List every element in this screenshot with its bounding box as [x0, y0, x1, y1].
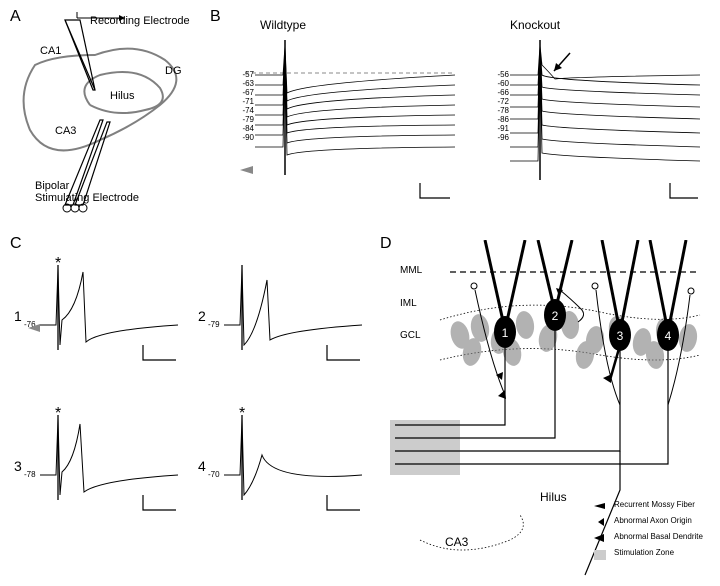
c4-trace — [212, 410, 372, 520]
iml-label: IML — [400, 298, 417, 309]
c2-number: 2 — [198, 308, 206, 324]
knockout-label: Knockout — [510, 18, 560, 32]
ca3-label-a: CA3 — [55, 125, 76, 137]
svg-text:4: 4 — [665, 329, 672, 343]
panel-d-diagram: 1 2 3 4 — [390, 240, 720, 580]
legend-stim: Stimulation Zone — [614, 548, 674, 557]
wildtype-label: Wildtype — [260, 18, 306, 32]
hilus-label-d: Hilus — [540, 490, 567, 504]
legend-axon: Abnormal Axon Origin — [614, 516, 692, 525]
ca1-label: CA1 — [40, 45, 61, 57]
legend-symbols — [592, 500, 610, 570]
dg-label: DG — [165, 65, 182, 77]
wildtype-traces — [235, 35, 465, 205]
panel-label-c: C — [10, 235, 22, 253]
c1-trace — [28, 260, 188, 370]
c3-number: 3 — [14, 458, 22, 474]
legend-recurrent: Recurrent Mossy Fiber — [614, 500, 695, 509]
ca3-label-d: CA3 — [445, 535, 468, 549]
recording-electrode-label: Recording Electrode — [90, 15, 190, 27]
svg-text:2: 2 — [552, 309, 559, 323]
c3-trace — [28, 410, 188, 520]
mml-label: MML — [400, 265, 422, 276]
c1-number: 1 — [14, 308, 22, 324]
knockout-traces — [490, 35, 710, 205]
wt-trace-values: -57-63-67-71-74-79-84-90 — [236, 70, 254, 142]
gcl-label: GCL — [400, 330, 421, 341]
hilus-label-a: Hilus — [110, 90, 134, 102]
ko-trace-values: -56-60-66-72-78-86-91-96 — [491, 70, 509, 142]
svg-text:3: 3 — [617, 329, 624, 343]
panel-label-b: B — [210, 8, 221, 26]
stim-electrode-label: Bipolar Stimulating Electrode — [35, 180, 139, 204]
svg-text:1: 1 — [502, 326, 509, 340]
c2-trace — [212, 260, 372, 370]
c4-number: 4 — [198, 458, 206, 474]
legend-dendrite: Abnormal Basal Dendrite — [614, 532, 703, 541]
